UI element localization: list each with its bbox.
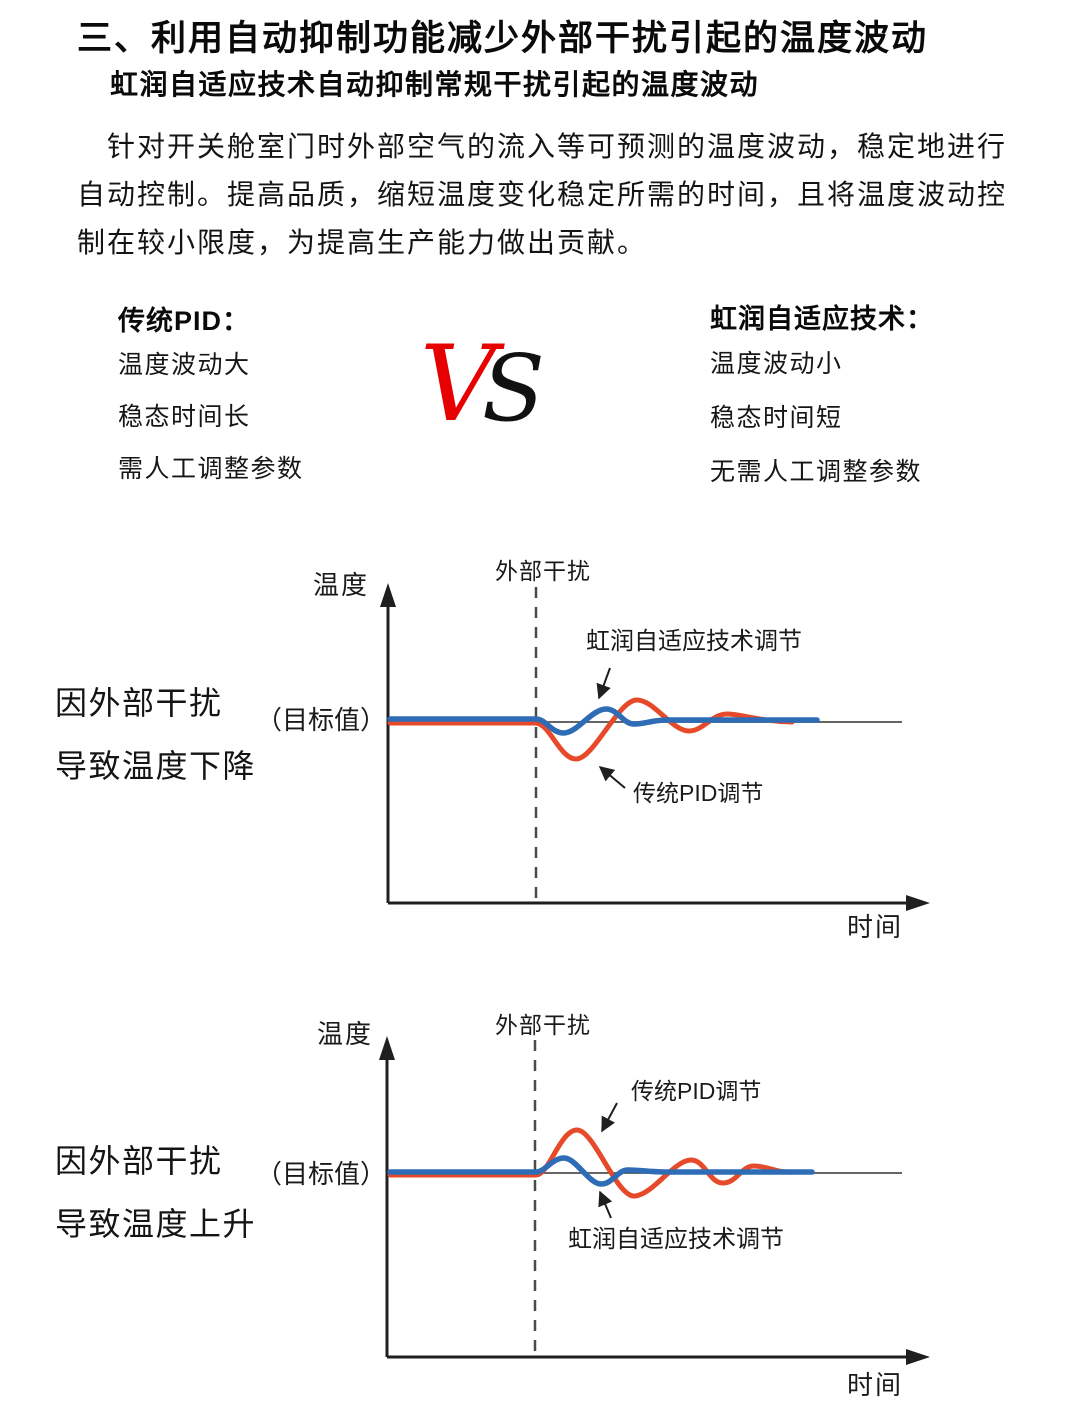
list-item: 稳态时间短 xyxy=(710,404,843,432)
x-axis-arrow-icon xyxy=(906,1349,930,1365)
vs-letter-v: V xyxy=(420,323,496,445)
vs-letter-s: S xyxy=(481,335,545,442)
scenario-line: 因外部干扰 xyxy=(55,1143,223,1179)
list-item: 温度波动大 xyxy=(118,351,251,379)
page-subtitle: 虹润自适应技术自动抑制常规干扰引起的温度波动 xyxy=(110,69,760,100)
x-axis-label: 时间 xyxy=(847,912,903,942)
annotation-arrow xyxy=(598,766,626,789)
annotation-arrow xyxy=(596,667,611,700)
paragraph-line: 制在较小限度，为提高生产能力做出贡献。 xyxy=(77,227,648,258)
scenario-line: 导致温度下降 xyxy=(55,748,257,784)
scenario-label-drop: 因外部干扰 导致温度下降 xyxy=(55,672,256,798)
disturbance-label: 外部干扰 xyxy=(495,1012,591,1038)
pid-curve-label: 传统PID调节 xyxy=(633,780,763,806)
traditional-pid-heading: 传统PID： xyxy=(118,306,251,336)
paragraph-line: 针对开关舱室门时外部空气的流入等可预测的温度波动，稳定地进行 xyxy=(107,131,1008,162)
annotation-arrow xyxy=(598,1190,613,1219)
adaptive-curve-label: 虹润自适应技术调节 xyxy=(568,1226,784,1253)
x-axis-arrow-icon xyxy=(906,895,930,911)
target-value-label: （目标值） xyxy=(256,1159,386,1189)
traditional-pid-list: 温度波动大 稳态时间长 需人工调整参数 xyxy=(118,339,304,495)
adaptive-curve xyxy=(387,706,820,736)
scenario-line: 导致温度上升 xyxy=(55,1206,257,1242)
disturbance-label: 外部干扰 xyxy=(495,558,591,584)
list-item: 稳态时间长 xyxy=(118,403,251,431)
scenario-line: 因外部干扰 xyxy=(55,685,223,721)
adaptive-curve-label: 虹润自适应技术调节 xyxy=(586,628,802,655)
list-item: 温度波动小 xyxy=(710,350,843,378)
pid-curve xyxy=(387,697,795,762)
y-axis-arrow-icon xyxy=(379,1036,395,1060)
chart-temperature-rise: 温度 时间 外部干扰 （目标值） 传统PID调节 虹润自适应技术调节 xyxy=(256,1012,930,1400)
adaptive-tech-list: 温度波动小 稳态时间短 无需人工调整参数 xyxy=(710,337,922,499)
pid-curve xyxy=(387,1127,795,1199)
vs-mark: VS xyxy=(420,332,545,437)
adaptive-curve xyxy=(387,1155,815,1187)
intro-paragraph: 针对开关舱室门时外部空气的流入等可预测的温度波动，稳定地进行 自动控制。提高品质… xyxy=(77,123,1037,267)
pid-curve-label: 传统PID调节 xyxy=(631,1078,761,1104)
scenario-label-rise: 因外部干扰 导致温度上升 xyxy=(55,1130,256,1256)
paragraph-line: 自动控制。提高品质，缩短温度变化稳定所需的时间，且将温度波动控 xyxy=(77,179,1008,210)
y-axis-label: 温度 xyxy=(313,570,369,600)
annotation-arrow xyxy=(601,1102,618,1133)
x-axis-label: 时间 xyxy=(847,1370,903,1400)
adaptive-tech-heading: 虹润自适应技术： xyxy=(710,304,934,334)
target-value-label: （目标值） xyxy=(256,705,386,735)
page-title: 三、利用自动抑制功能减少外部干扰引起的温度波动 xyxy=(77,19,929,58)
y-axis-label: 温度 xyxy=(317,1019,373,1049)
y-axis-arrow-icon xyxy=(380,583,396,607)
list-item: 需人工调整参数 xyxy=(118,455,304,483)
list-item: 无需人工调整参数 xyxy=(710,458,923,486)
chart-temperature-drop: 温度 时间 外部干扰 （目标值） 虹润自适应技术调节 传统PID调节 xyxy=(256,558,930,942)
